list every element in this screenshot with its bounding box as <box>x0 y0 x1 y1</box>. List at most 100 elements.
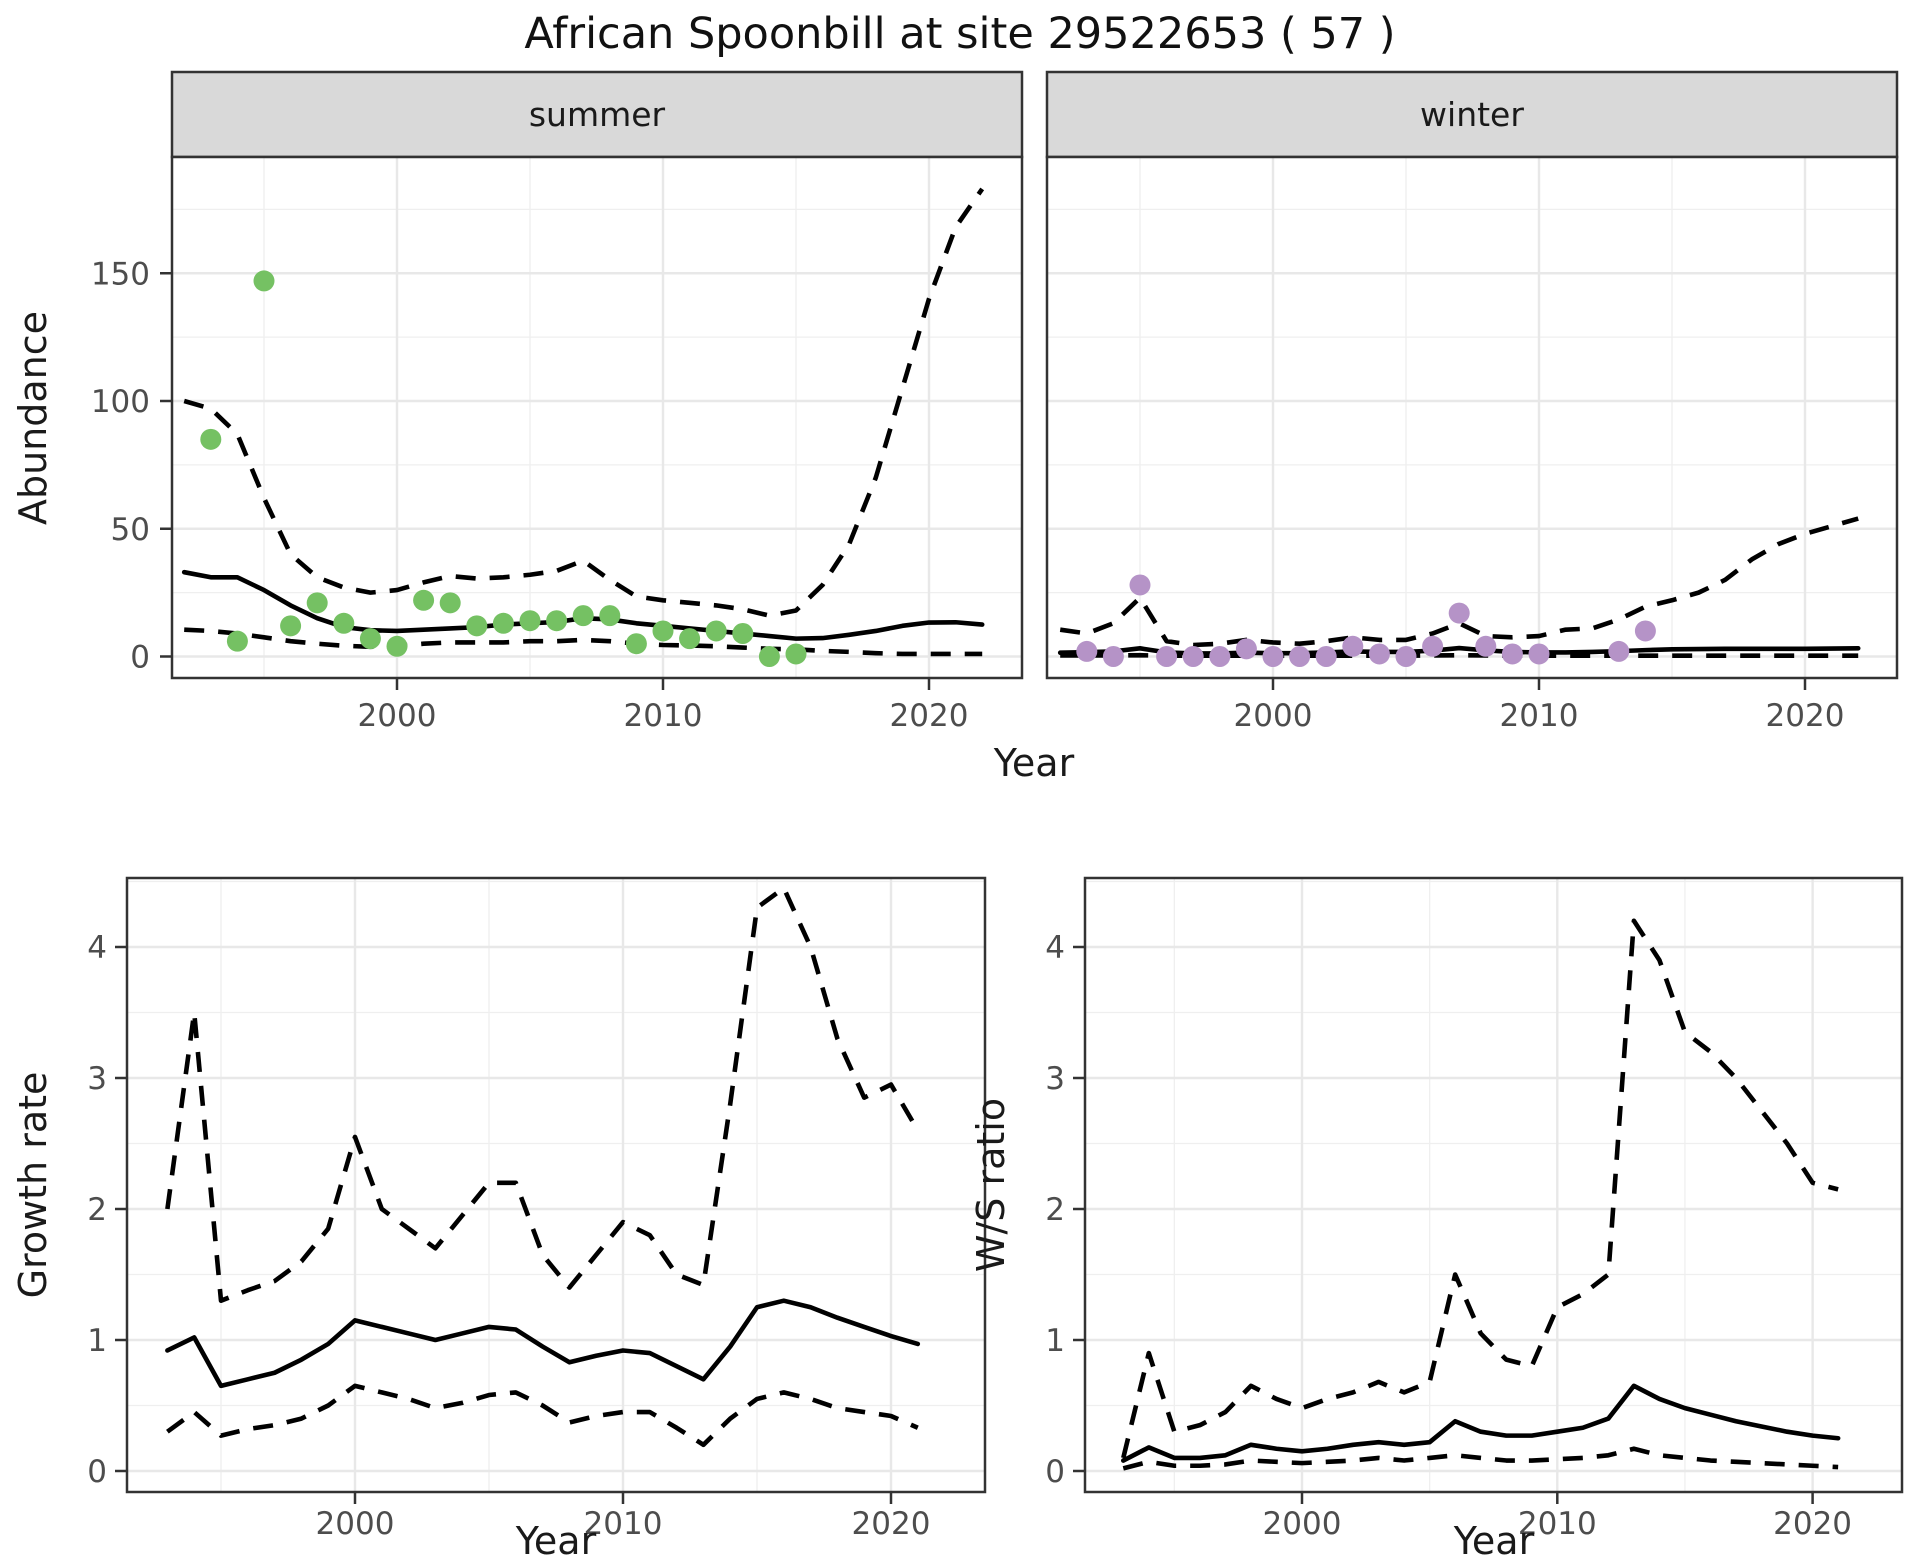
data-point <box>1395 646 1417 667</box>
panel-winter-abundance: 2000 2010 2020 <box>1045 155 1899 734</box>
data-point <box>1422 635 1444 657</box>
x-axis-tick-label: 2010 <box>1518 1506 1597 1542</box>
data-point <box>652 620 674 642</box>
y-axis-tick-label: 1 <box>1045 1323 1065 1359</box>
data-point <box>705 620 727 642</box>
y-axis-title-growth-rate: Growth rate <box>11 1072 55 1299</box>
y-axis-tick-label: 3 <box>1045 1061 1065 1097</box>
y-axis-tick-label: 150 <box>91 256 150 292</box>
x-axis-title-growth-rate: Year <box>515 1519 597 1560</box>
x-axis-tick-label: 2020 <box>1766 698 1845 734</box>
data-point <box>1528 643 1550 665</box>
strip-background <box>1045 70 1899 159</box>
data-point <box>1182 646 1204 667</box>
data-point <box>359 628 381 650</box>
data-point <box>546 610 568 632</box>
data-point <box>200 428 222 450</box>
x-axis-tick-label: 2000 <box>1263 1506 1342 1542</box>
ci-lower-line <box>166 1383 919 1448</box>
data-point <box>1368 643 1390 665</box>
panel-background <box>127 878 985 1492</box>
x-axis-tick-label: 2020 <box>890 698 969 734</box>
x-axis-tick-label: 2000 <box>1234 698 1313 734</box>
ci-upper-line <box>1059 516 1859 648</box>
data-point <box>1289 646 1311 667</box>
ci-lower-line <box>1122 1446 1839 1471</box>
y-axis-tick-label: 0 <box>87 1454 107 1490</box>
data-point <box>785 643 807 665</box>
x-axis-title-top: Year <box>993 741 1075 785</box>
panel-background <box>1047 157 1897 678</box>
data-point <box>1342 635 1364 657</box>
x-axis-tick-label: 2000 <box>358 698 437 734</box>
y-axis-tick-label: 2 <box>87 1192 107 1228</box>
strip-label-winter: winter <box>1420 95 1524 134</box>
panel-ws-ratio: 2000 2010 2020 0 1 2 3 4 <box>1045 876 1904 1542</box>
panel-background <box>1085 878 1902 1492</box>
panel-border <box>1045 155 1899 680</box>
data-point <box>1102 646 1124 667</box>
data-point <box>1076 640 1098 662</box>
panel-growth-rate: 2000 2010 2020 0 1 2 3 4 <box>87 876 987 1542</box>
data-point <box>625 633 647 655</box>
panel-summer-abundance: 2000 2010 2020 0 50 100 150 <box>91 155 1024 734</box>
data-point <box>1209 646 1231 667</box>
y-axis-tick-label: 2 <box>1045 1192 1065 1228</box>
data-point <box>466 615 488 637</box>
y-axis-tick-label: 0 <box>130 640 150 676</box>
data-point <box>1235 638 1257 660</box>
y-axis-title-ws-ratio: W/S ratio <box>969 1098 1013 1272</box>
data-point <box>1448 602 1470 624</box>
facet-strip-winter: winter <box>1045 70 1899 159</box>
data-point <box>306 592 328 614</box>
y-axis-tick-label: 4 <box>1045 930 1065 966</box>
x-axis-tick-label: 2020 <box>852 1506 931 1542</box>
data-point <box>1315 646 1337 667</box>
data-point <box>386 635 408 657</box>
panel-border <box>125 876 987 1494</box>
data-point <box>333 612 355 634</box>
strip-background <box>170 70 1024 159</box>
panel-background <box>172 157 1022 678</box>
y-axis-tick-label: 0 <box>1045 1454 1065 1490</box>
x-axis-tick-label: 2000 <box>316 1506 395 1542</box>
data-point <box>572 605 594 627</box>
data-point <box>679 628 701 650</box>
chart-title: African Spoonbill at site 29522653 ( 57 … <box>524 9 1395 59</box>
x-axis-tick-label: 2020 <box>1773 1506 1852 1542</box>
data-point <box>226 630 248 652</box>
data-point <box>253 270 275 292</box>
data-point <box>599 605 621 627</box>
fit-line <box>1120 1383 1841 1463</box>
data-point <box>413 589 435 611</box>
data-point <box>1475 635 1497 657</box>
y-axis-tick-label: 50 <box>111 512 150 548</box>
x-axis-title-ws-ratio: Year <box>1453 1519 1535 1560</box>
fit-line <box>165 1298 921 1389</box>
y-axis-tick-label: 3 <box>87 1061 107 1097</box>
ci-upper-line <box>165 885 920 1303</box>
facet-strip-summer: summer <box>170 70 1024 159</box>
y-axis-tick-label: 4 <box>87 930 107 966</box>
x-axis-tick-label: 2010 <box>584 1506 663 1542</box>
panel-border <box>1083 876 1904 1494</box>
data-point <box>1501 643 1523 665</box>
strip-label-summer: summer <box>529 95 666 134</box>
x-axis-tick-label: 2010 <box>624 698 703 734</box>
panel-border <box>170 155 1024 680</box>
y-axis-tick-label: 100 <box>91 384 150 420</box>
ci-lower-line <box>1060 652 1859 659</box>
y-axis-tick-label: 1 <box>87 1323 107 1359</box>
y-axis-title-abundance: Abundance <box>11 311 55 525</box>
data-point <box>732 623 754 645</box>
ci-upper-line <box>1121 918 1839 1459</box>
data-point <box>1634 620 1656 642</box>
data-point <box>1262 646 1284 667</box>
data-point <box>519 610 541 632</box>
data-point <box>280 615 302 637</box>
data-point <box>758 646 780 667</box>
data-point <box>1608 640 1630 662</box>
data-point <box>492 612 514 634</box>
